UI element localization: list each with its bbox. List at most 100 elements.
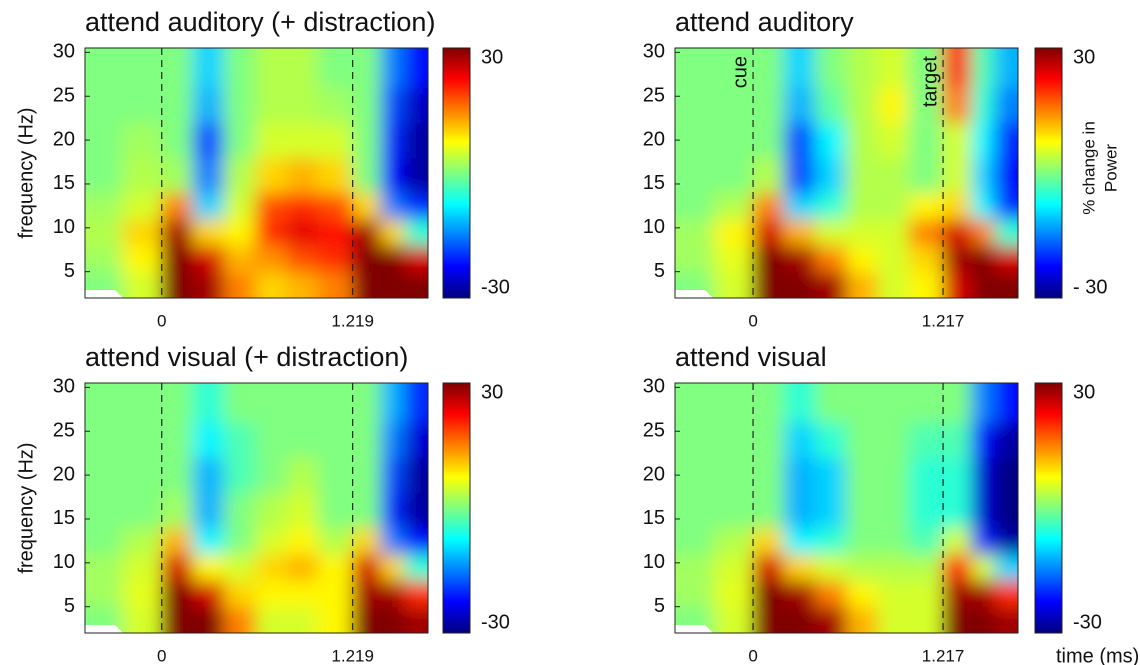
- heatmap-cell: [161, 192, 194, 220]
- y-tick-label: 25: [643, 85, 665, 107]
- heatmap-cell: [352, 218, 382, 246]
- heatmap-cell: [675, 86, 715, 124]
- colorbar-tick-label: 30: [481, 46, 503, 68]
- heatmap-cell: [122, 383, 163, 423]
- y-tick-label: 5: [64, 595, 75, 617]
- heatmap-cell: [846, 457, 879, 494]
- heatmap-cell: [404, 86, 428, 124]
- heatmap-cell: [352, 157, 382, 194]
- heatmap-cell: [122, 244, 163, 273]
- heatmap-cell: [286, 457, 319, 494]
- heatmap-cell: [352, 192, 382, 220]
- heatmap-cell: [942, 606, 973, 633]
- corner-patch: [675, 290, 713, 298]
- heatmap-cell: [404, 579, 428, 608]
- heatmap-cell: [908, 271, 944, 298]
- heatmap-cell: [994, 553, 1018, 581]
- colorbar: [442, 47, 471, 299]
- heatmap-cell: [752, 457, 785, 494]
- heatmap-cell: [675, 218, 715, 246]
- heatmap-cell: [192, 606, 225, 633]
- heatmap-cell: [752, 157, 785, 194]
- heatmap-cell: [161, 421, 194, 459]
- heatmap-cell: [675, 553, 715, 581]
- heatmap-cell: [971, 579, 996, 608]
- heatmap-cell: [380, 244, 406, 273]
- y-tick-label: 15: [643, 507, 665, 529]
- heatmap-cell: [223, 579, 257, 608]
- heatmap-cell: [122, 157, 163, 194]
- heatmap-cell: [675, 527, 715, 555]
- y-tick-label: 25: [53, 85, 75, 107]
- heatmap-cell: [846, 271, 879, 298]
- heatmap-cell: [161, 579, 194, 608]
- heatmap-cell: [713, 244, 754, 273]
- heatmap-cell: [380, 492, 406, 529]
- event-label: cue: [729, 56, 751, 88]
- heatmap-cell: [783, 122, 817, 159]
- heatmap-cell: [994, 122, 1018, 159]
- heatmap-cell: [908, 48, 944, 88]
- heatmap-cell: [286, 271, 319, 298]
- heatmap-cell: [352, 579, 382, 608]
- heatmap-cell: [122, 421, 163, 459]
- y-tick-label: 5: [654, 595, 665, 617]
- heatmap-cell: [994, 383, 1018, 423]
- heatmap-cell: [85, 383, 124, 423]
- x-tick-label: 0: [748, 311, 757, 330]
- heatmap-cell: [223, 122, 257, 159]
- heatmap-cell: [971, 457, 996, 494]
- heatmap-cell: [971, 553, 996, 581]
- heatmap-cell: [846, 218, 879, 246]
- heatmap-cell: [942, 218, 973, 246]
- heatmap-cell: [380, 457, 406, 494]
- heatmap: [675, 383, 1018, 633]
- heatmap-cell: [675, 244, 715, 273]
- heatmap: [85, 383, 428, 633]
- heatmap-cell: [192, 457, 225, 494]
- y-tick-label: 20: [53, 128, 75, 150]
- colorbar-tick-label: -30: [1073, 611, 1102, 633]
- heatmap-cell: [122, 218, 163, 246]
- heatmap-cell: [286, 122, 319, 159]
- heatmap-cell: [317, 157, 354, 194]
- heatmap-cell: [404, 527, 428, 555]
- heatmap-cell: [752, 421, 785, 459]
- y-tick-label: 10: [643, 551, 665, 573]
- heatmap-cell: [286, 492, 319, 529]
- y-tick-label: 25: [53, 420, 75, 442]
- heatmap-cell: [255, 527, 288, 555]
- heatmap-cell: [877, 192, 910, 220]
- heatmap-cell: [255, 553, 288, 581]
- heatmap-cell: [815, 122, 848, 159]
- heatmap-cell: [317, 492, 354, 529]
- heatmap-cell: [380, 157, 406, 194]
- y-tick-label: 10: [643, 216, 665, 238]
- heatmap-cell: [994, 527, 1018, 555]
- heatmap-cell: [908, 157, 944, 194]
- heatmap-cell: [942, 244, 973, 273]
- heatmap-cell: [223, 457, 257, 494]
- heatmap-cell: [192, 86, 225, 124]
- heatmap-cell: [971, 86, 996, 124]
- heatmap-cell: [380, 606, 406, 633]
- heatmap-cell: [713, 421, 754, 459]
- heatmap-cell: [317, 606, 354, 633]
- heatmap-cell: [317, 421, 354, 459]
- heatmap-cell: [122, 48, 163, 88]
- heatmap-cell: [286, 48, 319, 88]
- heatmap-cell: [942, 579, 973, 608]
- heatmap-cell: [908, 192, 944, 220]
- heatmap-cell: [942, 492, 973, 529]
- heatmap-cell: [752, 606, 785, 633]
- heatmap-cell: [994, 157, 1018, 194]
- heatmap-cell: [783, 606, 817, 633]
- x-tick-label: 1.219: [331, 311, 374, 330]
- heatmap-cell: [255, 383, 288, 423]
- colorbar-tick-label: 30: [1073, 381, 1095, 403]
- heatmap-cell: [752, 527, 785, 555]
- heatmap-cell: [161, 122, 194, 159]
- heatmap-cell: [713, 492, 754, 529]
- y-tick-label: 20: [53, 463, 75, 485]
- heatmap-cell: [815, 86, 848, 124]
